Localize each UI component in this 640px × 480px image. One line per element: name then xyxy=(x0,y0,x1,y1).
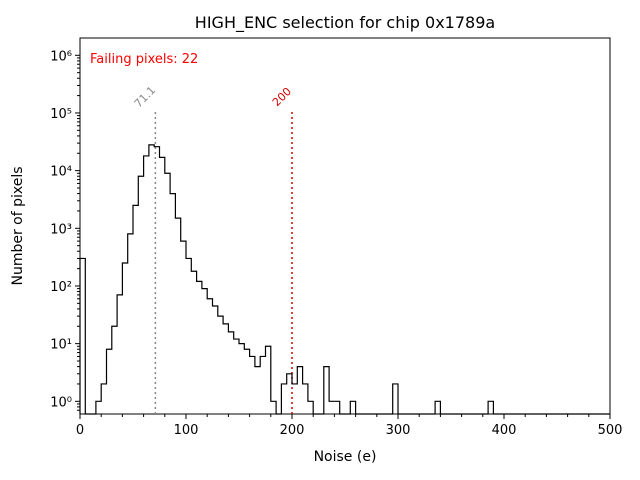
y-tick-label: 10⁰ xyxy=(50,395,72,410)
x-tick-label: 100 xyxy=(174,423,199,438)
y-tick-label: 10¹ xyxy=(50,338,72,353)
x-tick-label: 500 xyxy=(598,423,623,438)
y-tick-label: 10⁴ xyxy=(50,165,72,180)
y-tick-label: 10² xyxy=(50,280,72,295)
x-tick-label: 300 xyxy=(386,423,411,438)
x-axis-label: Noise (e) xyxy=(313,449,377,465)
y-tick-label: 10⁶ xyxy=(50,49,72,64)
plot-border xyxy=(79,37,611,415)
y-tick-label: 10³ xyxy=(50,222,72,237)
failing-pixels-annotation: Failing pixels: 22 xyxy=(90,52,199,67)
x-tick-label: 200 xyxy=(280,423,305,438)
y-tick-label: 10⁵ xyxy=(50,107,72,122)
x-tick-label: 0 xyxy=(76,423,84,438)
x-tick-label: 400 xyxy=(492,423,517,438)
histogram-line xyxy=(79,144,610,415)
chart-title: HIGH_ENC selection for chip 0x1789a xyxy=(194,13,496,32)
